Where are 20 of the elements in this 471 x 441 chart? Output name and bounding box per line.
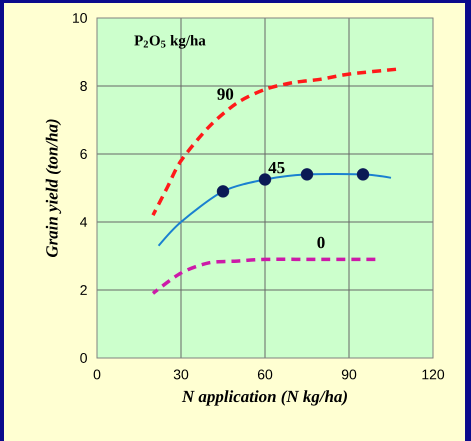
y-tick-label: 2 [80, 285, 87, 295]
point [356, 168, 370, 181]
y-tick-label: 4 [80, 217, 88, 227]
series-label: 0 [317, 236, 325, 248]
x-tick-label: 0 [94, 370, 100, 380]
x-tick-label: 30 [174, 370, 188, 380]
point [216, 185, 230, 198]
series-label: 45 [268, 162, 285, 174]
x-tick-label: 120 [422, 370, 444, 380]
x-tick-label: 90 [342, 370, 356, 380]
y-tick-label: 8 [80, 81, 87, 91]
y-tick-label: 6 [80, 149, 87, 159]
y-tick-label: 0 [80, 353, 87, 363]
x-tick-label: 60 [258, 370, 272, 380]
point [300, 168, 314, 181]
series-label: 90 [217, 88, 234, 100]
x-axis-title: N application (N kg/ha) [182, 390, 347, 406]
y-axis-title: Grain yield (ton/ha) [46, 119, 62, 258]
y-tick-label: 10 [73, 13, 87, 23]
point [258, 173, 272, 186]
